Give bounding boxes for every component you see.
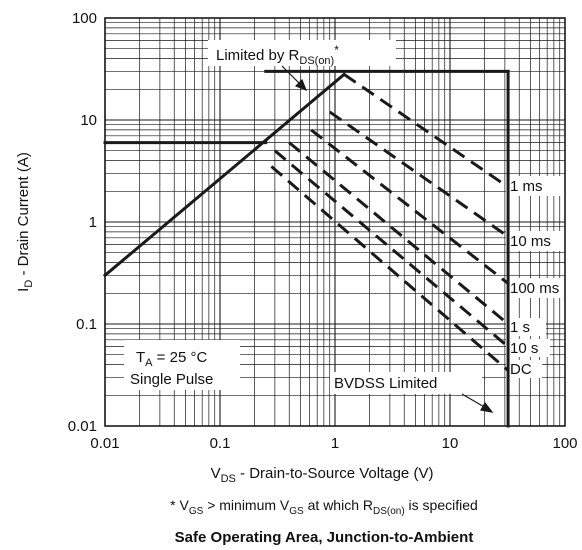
soa-boundaries bbox=[102, 69, 510, 428]
series-line-100-ms bbox=[310, 128, 510, 285]
soa-curves bbox=[270, 73, 510, 372]
label-10ms-bg bbox=[506, 231, 566, 251]
series-label: 1 s bbox=[510, 319, 530, 336]
y-tick-label: 0.1 bbox=[76, 316, 97, 333]
bvdss-arrow bbox=[461, 393, 494, 413]
label-10s-bg bbox=[506, 339, 550, 357]
x-tick-label: 1 bbox=[331, 435, 339, 452]
label-100ms-bg bbox=[506, 278, 566, 298]
chart-title: Safe Operating Area, Junction-to-Ambient bbox=[175, 529, 474, 546]
label-dc-bg bbox=[506, 360, 542, 378]
series-line-DC bbox=[270, 165, 510, 372]
y-tick-label: 10 bbox=[80, 112, 97, 129]
plot-frame bbox=[104, 17, 566, 427]
label-1s-bg bbox=[506, 318, 546, 336]
y-axis-label: ID - Drain Current (A) bbox=[15, 152, 35, 292]
ta-annotation-bg bbox=[124, 340, 240, 390]
series-line-1-s bbox=[288, 141, 510, 326]
single-pulse-annotation: Single Pulse bbox=[130, 371, 213, 388]
series-label: 10 s bbox=[510, 340, 538, 357]
x-tick-labels: 0.01 0.1 1 10 100 bbox=[90, 435, 577, 452]
x-tick-label: 10 bbox=[442, 435, 459, 452]
plot-grid bbox=[104, 18, 565, 427]
bvdss-annotation: BVDSS Limited bbox=[334, 375, 437, 392]
series-label: 10 ms bbox=[510, 233, 551, 250]
x-tick-label: 100 bbox=[552, 435, 577, 452]
rds-annotation: Limited by RDS(on)* bbox=[216, 43, 339, 67]
bvdss-annotation-bg bbox=[330, 372, 482, 394]
y-tick-label: 1 bbox=[89, 214, 97, 231]
series-line-1-ms bbox=[343, 73, 509, 189]
boundary-line-rds-on-limit bbox=[102, 72, 347, 278]
footnote: * VGS > minimum VGS at which RDS(on) is … bbox=[170, 497, 478, 517]
y-tick-label: 100 bbox=[72, 10, 97, 27]
series-label: 100 ms bbox=[510, 280, 559, 297]
series-line-10-ms bbox=[328, 110, 509, 238]
ta-annotation: TA = 25 °C bbox=[136, 349, 207, 369]
y-tick-labels: 0.01 0.1 1 10 100 bbox=[68, 10, 97, 435]
rds-arrow bbox=[281, 65, 308, 92]
series-labels: 1 ms 10 ms 100 ms 1 s 10 s DC bbox=[510, 178, 559, 378]
series-label: DC bbox=[510, 361, 532, 378]
label-1ms-bg bbox=[506, 176, 566, 196]
series-line-10-s bbox=[273, 149, 510, 348]
x-axis-label: VDS - Drain-to-Source Voltage (V) bbox=[211, 465, 434, 485]
x-tick-label: 0.01 bbox=[90, 435, 119, 452]
rds-annotation-bg bbox=[208, 40, 396, 66]
series-label: 1 ms bbox=[510, 178, 543, 195]
y-tick-label: 0.01 bbox=[68, 418, 97, 435]
x-tick-label: 0.1 bbox=[210, 435, 231, 452]
